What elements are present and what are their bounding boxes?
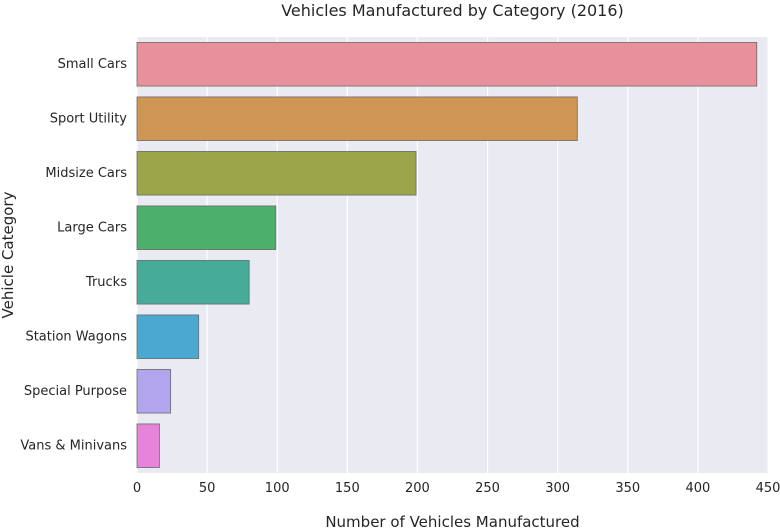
bar bbox=[136, 151, 417, 196]
bar bbox=[136, 369, 172, 414]
chart-title: Vehicles Manufactured by Category (2016) bbox=[281, 1, 624, 20]
y-axis-title: Vehicle Category bbox=[0, 191, 17, 318]
y-tick-label: Large Cars bbox=[57, 220, 127, 235]
y-tick-label: Sport Utility bbox=[50, 111, 128, 126]
x-tick-label: 100 bbox=[265, 481, 290, 496]
x-tick-label: 0 bbox=[133, 481, 141, 496]
y-tick-label: Midsize Cars bbox=[45, 166, 127, 181]
y-tick-label: Vans & Minivans bbox=[20, 438, 127, 453]
y-tick-label: Station Wagons bbox=[25, 329, 127, 344]
bar bbox=[136, 314, 200, 359]
x-tick-labels: 0 50 100 150 200 250 300 350 400 450 bbox=[133, 481, 780, 496]
x-axis-title: Number of Vehicles Manufactured bbox=[325, 513, 579, 530]
y-tick-label: Trucks bbox=[85, 275, 127, 290]
bar bbox=[136, 42, 758, 87]
x-tick-label: 300 bbox=[545, 481, 570, 496]
y-tick-labels: Small Cars Sport Utility Midsize Cars Large… bbox=[20, 57, 127, 454]
bars bbox=[136, 42, 758, 468]
bar bbox=[136, 96, 578, 141]
y-tick-label: Small Cars bbox=[58, 57, 128, 72]
x-tick-label: 250 bbox=[475, 481, 500, 496]
x-tick-label: 350 bbox=[615, 481, 640, 496]
y-tick-label: Special Purpose bbox=[24, 384, 127, 399]
x-tick-label: 450 bbox=[756, 481, 780, 496]
x-tick-label: 50 bbox=[199, 481, 216, 496]
bar bbox=[136, 205, 277, 250]
bar bbox=[136, 423, 160, 468]
bar bbox=[136, 260, 250, 305]
x-tick-label: 150 bbox=[335, 481, 360, 496]
x-tick-label: 200 bbox=[405, 481, 430, 496]
x-tick-label: 400 bbox=[685, 481, 710, 496]
